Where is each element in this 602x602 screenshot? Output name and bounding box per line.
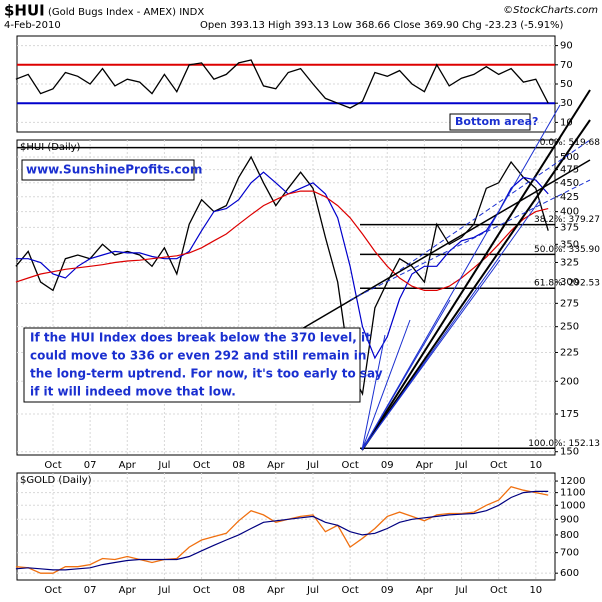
price-line bbox=[15, 485, 549, 574]
x-tick-label: Oct bbox=[341, 585, 358, 596]
y-tick-label: 475 bbox=[560, 165, 579, 176]
channel-line bbox=[349, 179, 591, 301]
x-tick-label: Jul bbox=[306, 585, 319, 596]
x-tick-label: Apr bbox=[119, 585, 137, 596]
price-line bbox=[15, 490, 549, 571]
y-tick-label: 175 bbox=[560, 409, 579, 420]
y-tick-label: 325 bbox=[560, 257, 579, 268]
annotation: could move to 336 or even 292 and still … bbox=[30, 349, 366, 363]
fib-label: 0.0%: 519.68 bbox=[540, 138, 601, 148]
x-tick-label: 09 bbox=[381, 585, 394, 596]
x-tick-label: Jul bbox=[455, 460, 468, 471]
y-tick-label: 30 bbox=[560, 98, 573, 109]
trend-lines bbox=[299, 89, 591, 451]
y-tick-label: 450 bbox=[560, 178, 579, 189]
x-tick-label: 07 bbox=[84, 585, 97, 596]
x-tick-label: Oct bbox=[193, 460, 210, 471]
x-tick-label: Oct bbox=[44, 585, 61, 596]
y-tick-label: 1000 bbox=[560, 500, 585, 511]
y-tick-label: 1100 bbox=[560, 488, 585, 499]
fib-label: 61.8%: 292.53 bbox=[534, 279, 600, 289]
quote: Open 393.13 High 393.13 Low 368.66 Close… bbox=[200, 20, 564, 31]
y-tick-label: 700 bbox=[560, 548, 579, 559]
annotation-box bbox=[21, 159, 195, 181]
trend-line bbox=[361, 299, 451, 451]
x-tick-label: 09 bbox=[381, 460, 394, 471]
x-tick-label: 07 bbox=[84, 460, 97, 471]
x-tick-label: Apr bbox=[267, 585, 285, 596]
x-tick-label: Jul bbox=[157, 585, 170, 596]
annotation: If the HUI Index does break below the 37… bbox=[30, 331, 371, 345]
x-tick-label: 10 bbox=[529, 460, 542, 471]
date: 4-Feb-2010 bbox=[4, 20, 61, 31]
y-tick-label: 275 bbox=[560, 298, 579, 309]
x-tick-label: Apr bbox=[416, 585, 434, 596]
y-tick-label: 50 bbox=[560, 79, 573, 90]
price-line bbox=[15, 171, 549, 360]
panel-frame bbox=[16, 472, 556, 581]
y-tick-label: 1200 bbox=[560, 476, 585, 487]
annotation-box bbox=[449, 113, 531, 131]
y-tick-label: 600 bbox=[560, 568, 579, 579]
x-tick-label: Oct bbox=[341, 460, 358, 471]
y-tick-label: 200 bbox=[560, 376, 579, 387]
annotation-box bbox=[23, 327, 361, 403]
trend-line bbox=[361, 119, 591, 451]
y-tick-label: 70 bbox=[560, 60, 573, 71]
trend-line bbox=[361, 104, 561, 451]
trend-line bbox=[361, 259, 501, 451]
trend-line bbox=[299, 159, 591, 331]
y-tick-label: 10 bbox=[560, 117, 573, 128]
y-tick-label: 400 bbox=[560, 207, 579, 218]
y-tick-label: 800 bbox=[560, 530, 579, 541]
fib-label: 50.0%: 335.90 bbox=[534, 245, 600, 255]
x-tick-label: Jul bbox=[306, 460, 319, 471]
annotation: Bottom area? bbox=[455, 115, 538, 128]
x-tick-label: Apr bbox=[119, 460, 137, 471]
symbol-name: (Gold Bugs Index - AMEX) INDX bbox=[48, 7, 204, 18]
y-tick-label: 425 bbox=[560, 192, 579, 203]
x-tick-label: Oct bbox=[44, 460, 61, 471]
x-tick-label: 10 bbox=[529, 585, 542, 596]
y-tick-label: 250 bbox=[560, 322, 579, 333]
y-tick-label: 350 bbox=[560, 239, 579, 250]
annotation: the long-term uptrend. For now, it's too… bbox=[30, 367, 383, 381]
x-tick-label: Jul bbox=[455, 585, 468, 596]
x-tick-label: Apr bbox=[267, 460, 285, 471]
x-tick-label: 08 bbox=[232, 585, 245, 596]
channel-line bbox=[399, 139, 591, 271]
x-tick-label: 08 bbox=[232, 460, 245, 471]
symbol: $HUI bbox=[4, 2, 45, 20]
y-tick-label: 500 bbox=[560, 152, 579, 163]
y-tick-label: 150 bbox=[560, 447, 579, 458]
annotation: if it will indeed move that low. bbox=[30, 385, 236, 399]
x-tick-label: Oct bbox=[193, 585, 210, 596]
x-tick-label: Oct bbox=[490, 585, 507, 596]
trend-line bbox=[361, 334, 386, 451]
fib-label: 100.0%: 152.13 bbox=[528, 439, 600, 449]
panel-title: $GOLD (Daily) bbox=[20, 475, 92, 486]
trend-line bbox=[361, 89, 591, 451]
y-tick-label: 300 bbox=[560, 277, 579, 288]
annotation: www.SunshineProfits.com bbox=[26, 163, 202, 177]
x-tick-label: Jul bbox=[157, 460, 170, 471]
y-tick-label: 225 bbox=[560, 347, 579, 358]
y-tick-label: 375 bbox=[560, 222, 579, 233]
annotations: Bottom area? www.SunshineProfits.com If th… bbox=[21, 113, 538, 403]
credit: ©StockCharts.com bbox=[503, 5, 598, 16]
price-line bbox=[15, 59, 549, 109]
x-tick-label: Oct bbox=[490, 460, 507, 471]
panel-frame bbox=[16, 139, 556, 456]
trend-line bbox=[361, 319, 411, 451]
y-tick-label: 900 bbox=[560, 514, 579, 525]
x-tick-label: Apr bbox=[416, 460, 434, 471]
fib-label: 38.2%: 379.27 bbox=[534, 215, 600, 225]
y-tick-label: 90 bbox=[560, 41, 573, 52]
